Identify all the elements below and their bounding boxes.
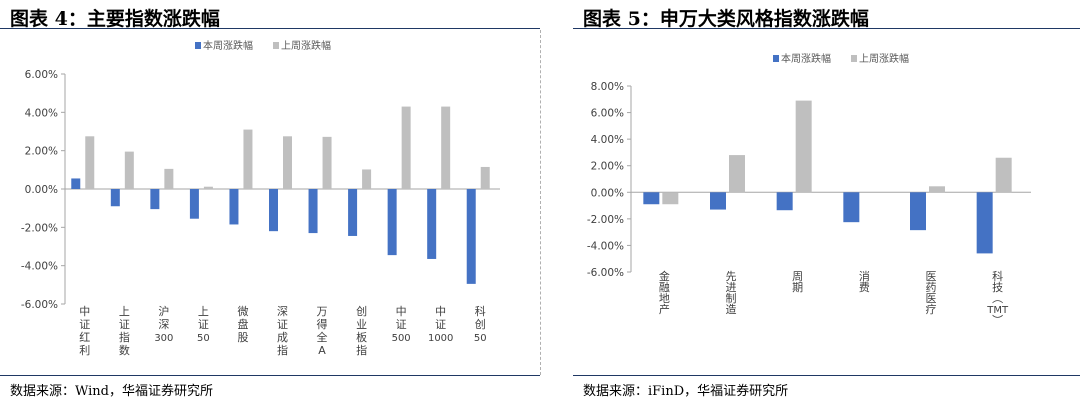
bar-this-week — [776, 192, 793, 211]
panel-style-indices: 图表 5：申万大类风格指数涨跌幅 本周涨跌幅 上周涨跌幅 8.00% 6.00% 4.0… — [573, 0, 1080, 404]
legend-label: 上周涨跌幅 — [281, 39, 331, 52]
y-tick-label: -6.00% — [21, 299, 58, 311]
bar-this-week — [710, 192, 726, 210]
bar-this-week — [466, 189, 476, 284]
x-tick-label: 中证红利 — [79, 305, 90, 357]
y-tick-label: 6.00% — [25, 69, 58, 81]
bar-last-week — [729, 155, 745, 193]
chart-style-indices: 本周涨跌幅 上周涨跌幅 8.00% 6.00% 4.00% 2.00% 0.00% -2.00… — [587, 52, 1031, 327]
bar-last-week — [243, 129, 253, 189]
legend-swatch — [773, 55, 779, 62]
x-tick-label: 上证 50 — [197, 305, 210, 344]
x-tick-label: 微盘股 — [237, 304, 248, 344]
y-tick-label: 4.00% — [25, 107, 58, 119]
title-rule — [573, 28, 1080, 29]
chart-title-main-indices: 图表 4：主要指数涨跌幅 — [10, 8, 220, 30]
source-note-main-indices: 数据来源：Wind，华福证券研究所 — [10, 384, 213, 399]
bar-this-week — [910, 192, 926, 231]
bar-last-week — [929, 186, 945, 193]
bar-last-week — [795, 100, 812, 193]
legend-label: 本周涨跌幅 — [203, 39, 253, 52]
bar-last-week — [203, 186, 213, 189]
bar-last-week — [362, 169, 372, 189]
x-tick-label: 中证 500 — [392, 305, 411, 344]
x-tick-label: 万得全 A — [317, 305, 328, 357]
bar-last-week — [322, 136, 332, 189]
bar-this-week — [269, 189, 278, 232]
bar-last-week — [164, 168, 174, 189]
bar-this-week — [643, 192, 660, 205]
legend-swatch — [195, 42, 201, 49]
y-tick-label: -6.00% — [587, 267, 624, 279]
bar-this-week — [843, 192, 860, 223]
bar-last-week — [662, 192, 679, 205]
bar-last-week — [401, 106, 411, 189]
x-tick-label: 医药医疗 — [926, 270, 937, 316]
bar-this-week — [150, 189, 160, 210]
bar-this-week — [229, 189, 239, 225]
x-tick-label: 金融地产 — [659, 269, 670, 316]
bar-last-week — [124, 151, 134, 189]
bar-last-week — [85, 136, 95, 189]
bar-this-week — [110, 189, 120, 207]
y-tick-label: -4.00% — [21, 261, 58, 273]
bar-this-week — [976, 192, 993, 254]
title-rule — [0, 28, 540, 29]
x-tick-label: 周期 — [792, 270, 803, 294]
legend-label: 本周涨跌幅 — [781, 52, 831, 65]
y-tick-label: 6.00% — [591, 108, 624, 120]
y-tick-label: -4.00% — [587, 240, 624, 252]
y-tick-label: 2.00% — [25, 146, 58, 158]
x-tick-label: 上证指数 — [119, 305, 130, 357]
y-tick-label: 2.00% — [591, 161, 624, 173]
bar-this-week — [348, 189, 358, 236]
y-tick-label: 4.00% — [591, 134, 624, 146]
bar-last-week — [441, 106, 451, 189]
x-tick-label: 科创 50 — [474, 304, 487, 344]
bar-this-week — [71, 178, 81, 189]
x-tick-label: 中证 1000 — [428, 305, 453, 344]
source-note-style-indices: 数据来源：iFinD，华福证券研究所 — [583, 384, 789, 399]
panel-main-indices: 图表 4：主要指数涨跌幅 本周涨跌幅 上周涨跌幅 6.00% 4.00% 2.00% 0.… — [0, 8, 540, 399]
legend-swatch — [273, 42, 279, 49]
bar-last-week — [995, 157, 1012, 193]
x-tick-label: 消费 — [859, 269, 870, 294]
bar-last-week — [283, 136, 292, 189]
legend-swatch — [851, 55, 857, 62]
bar-last-week — [480, 166, 490, 189]
x-tick-label: 先进制造 — [726, 270, 737, 316]
x-tick-label: 深证成指 — [277, 305, 288, 357]
bar-this-week — [427, 189, 437, 259]
x-tick-label: 创业板指 — [356, 305, 367, 357]
bar-this-week — [189, 189, 199, 219]
bar-this-week — [387, 189, 397, 256]
source-rule — [573, 375, 1080, 376]
x-tick-label: 沪深 300 — [154, 304, 173, 344]
bar-this-week — [308, 189, 318, 234]
panel-separator — [540, 30, 541, 375]
y-tick-label: -2.00% — [587, 214, 624, 226]
legend-label: 上周涨跌幅 — [859, 52, 909, 65]
y-tick-label: 8.00% — [591, 81, 624, 93]
chart-main-indices: 本周涨跌幅 上周涨跌幅 6.00% 4.00% 2.00% 0.00% -2.00% -4.0… — [21, 39, 500, 357]
source-rule — [0, 375, 540, 376]
y-tick-label: 0.00% — [591, 187, 624, 199]
y-tick-label: -2.00% — [21, 222, 58, 234]
chart-title-style-indices: 图表 5：申万大类风格指数涨跌幅 — [583, 8, 869, 30]
y-tick-label: 0.00% — [25, 184, 58, 196]
x-tick-label: 科技︵ TMT ︶ — [986, 269, 1009, 327]
bar-last-week — [862, 192, 879, 193]
